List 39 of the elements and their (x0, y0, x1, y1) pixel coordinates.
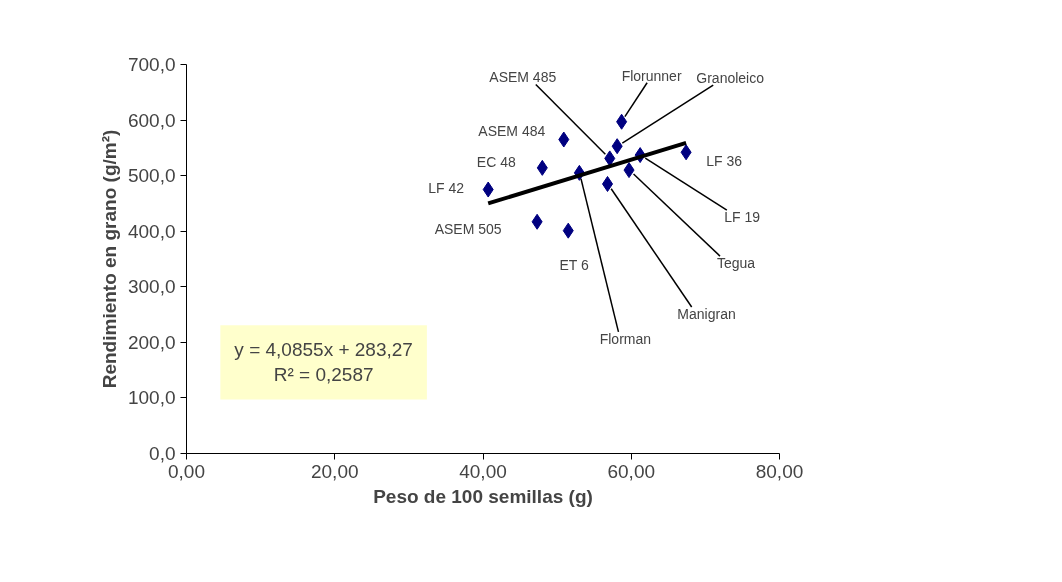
annotation: EC 48 (476, 153, 516, 170)
x-tick-label: 40,00 (459, 460, 507, 482)
annotation: y = 4,0855x + 283,27 (234, 339, 413, 361)
x-axis-title: Peso de 100 semillas (g) (373, 485, 593, 507)
y-tick-label: 500,0 (127, 165, 176, 187)
y-tick-label: 300,0 (127, 276, 176, 298)
point (558, 131, 570, 148)
point (680, 144, 692, 161)
point (562, 222, 574, 239)
annotation: R² = 0,2587 (273, 364, 374, 386)
x-tick-label: 80,00 (755, 460, 804, 482)
point (616, 113, 628, 130)
annotation: Florman (599, 330, 652, 347)
annotation: Granoleico (696, 70, 765, 87)
y-tick-label: 100,0 (127, 387, 176, 409)
point (602, 175, 614, 192)
annotation: ASEM 485 (489, 69, 557, 86)
x-tick-label: 60,00 (607, 460, 656, 482)
point (531, 213, 543, 230)
point (611, 138, 623, 155)
point (623, 162, 635, 179)
x-tick-label: 20,00 (310, 460, 359, 482)
annotation: Manigran (677, 305, 736, 322)
point (536, 159, 548, 176)
point (604, 150, 616, 167)
annotation: Tegua (716, 255, 756, 272)
annotation: LF 42 (428, 179, 465, 196)
annotation: ASEM 505 (434, 220, 502, 237)
annotation: LF 19 (724, 209, 761, 226)
y-tick-label: 400,0 (127, 220, 176, 242)
annotation: ET 6 (559, 256, 589, 273)
annotation: LF 36 (706, 153, 743, 170)
y-tick-label: 700,0 (127, 54, 176, 75)
y-tick-label: 200,0 (127, 331, 176, 353)
point (482, 181, 494, 198)
annotation: Florunner (621, 67, 682, 84)
annotation: ASEM 484 (478, 122, 546, 139)
y-axis-title: Rendimiento en grano (g/m²) (98, 129, 120, 389)
y-tick-label: 600,0 (127, 109, 176, 131)
